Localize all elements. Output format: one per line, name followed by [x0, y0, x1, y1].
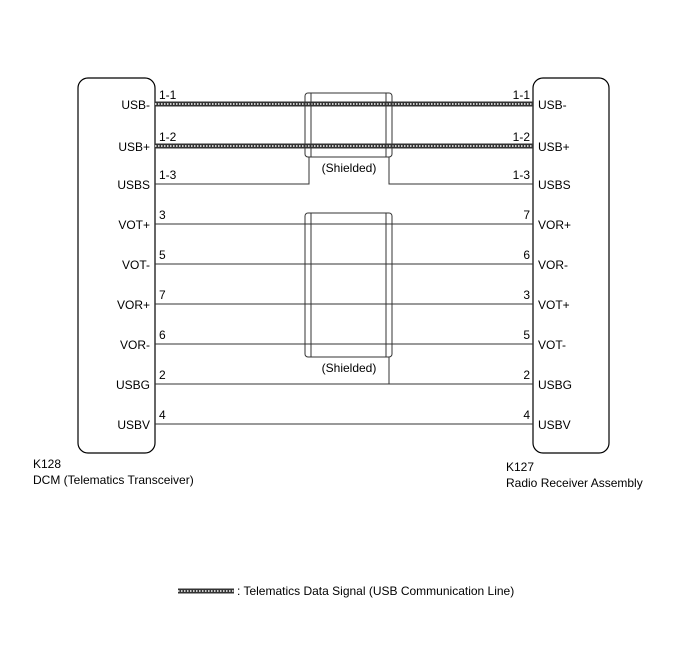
left-signal-name: VOT+ — [118, 218, 150, 232]
left-pin-number: 3 — [159, 208, 166, 222]
left-connector-box — [77, 77, 156, 454]
right-pin-number: 3 — [523, 288, 530, 302]
left-pin-number: 1-3 — [159, 168, 177, 182]
right-signal-name: VOR- — [538, 258, 568, 272]
right-connector-code: K127 — [506, 460, 535, 474]
right-signal-name: USBV — [538, 418, 571, 432]
right-pin-number: 1-3 — [513, 168, 531, 182]
left-pin-number: 4 — [159, 408, 166, 422]
right-signal-name: USB+ — [538, 140, 570, 154]
right-signal-name: VOR+ — [538, 218, 571, 232]
right-pin-number: 4 — [523, 408, 530, 422]
left-signal-name: VOR+ — [117, 298, 150, 312]
shield-audio — [304, 212, 393, 358]
left-signal-name: USBS — [117, 178, 150, 192]
right-signal-name: VOT+ — [538, 298, 570, 312]
left-signal-name: USBG — [116, 378, 150, 392]
shield-outline — [304, 212, 393, 358]
left-connector-name: DCM (Telematics Transceiver) — [33, 473, 194, 487]
right-pin-number: 5 — [523, 328, 530, 342]
left-pin-number: 2 — [159, 368, 166, 382]
shield-ground-wire-right — [388, 157, 533, 185]
left-pin-number: 7 — [159, 288, 166, 302]
right-connector-box — [532, 77, 610, 454]
right-signal-name: VOT- — [538, 338, 566, 352]
left-pin-number: 1-2 — [159, 130, 177, 144]
legend-text: : Telematics Data Signal (USB Communicat… — [237, 584, 515, 598]
left-signal-name: USB- — [121, 98, 150, 112]
right-signal-name: USB- — [538, 98, 567, 112]
right-pin-number: 2 — [523, 368, 530, 382]
left-pin-number: 1-1 — [159, 88, 177, 102]
shield-usb — [304, 92, 393, 158]
right-pin-number: 1-1 — [513, 88, 531, 102]
left-signal-name: VOR- — [120, 338, 150, 352]
shield-label: (Shielded) — [322, 361, 377, 375]
right-signal-name: USBS — [538, 178, 571, 192]
left-signal-name: USBV — [117, 418, 150, 432]
left-signal-name: USB+ — [118, 140, 150, 154]
left-pin-number: 6 — [159, 328, 166, 342]
left-pin-number: 5 — [159, 248, 166, 262]
shield-outline — [304, 92, 393, 158]
right-connector-name: Radio Receiver Assembly — [506, 476, 643, 490]
right-signal-name: USBG — [538, 378, 572, 392]
right-pin-number: 6 — [523, 248, 530, 262]
shield-ground-wire-left — [155, 157, 310, 185]
left-connector-code: K128 — [33, 457, 62, 471]
right-pin-number: 7 — [523, 208, 530, 222]
shield-label: (Shielded) — [322, 161, 377, 175]
left-signal-name: VOT- — [122, 258, 150, 272]
right-pin-number: 1-2 — [513, 130, 531, 144]
